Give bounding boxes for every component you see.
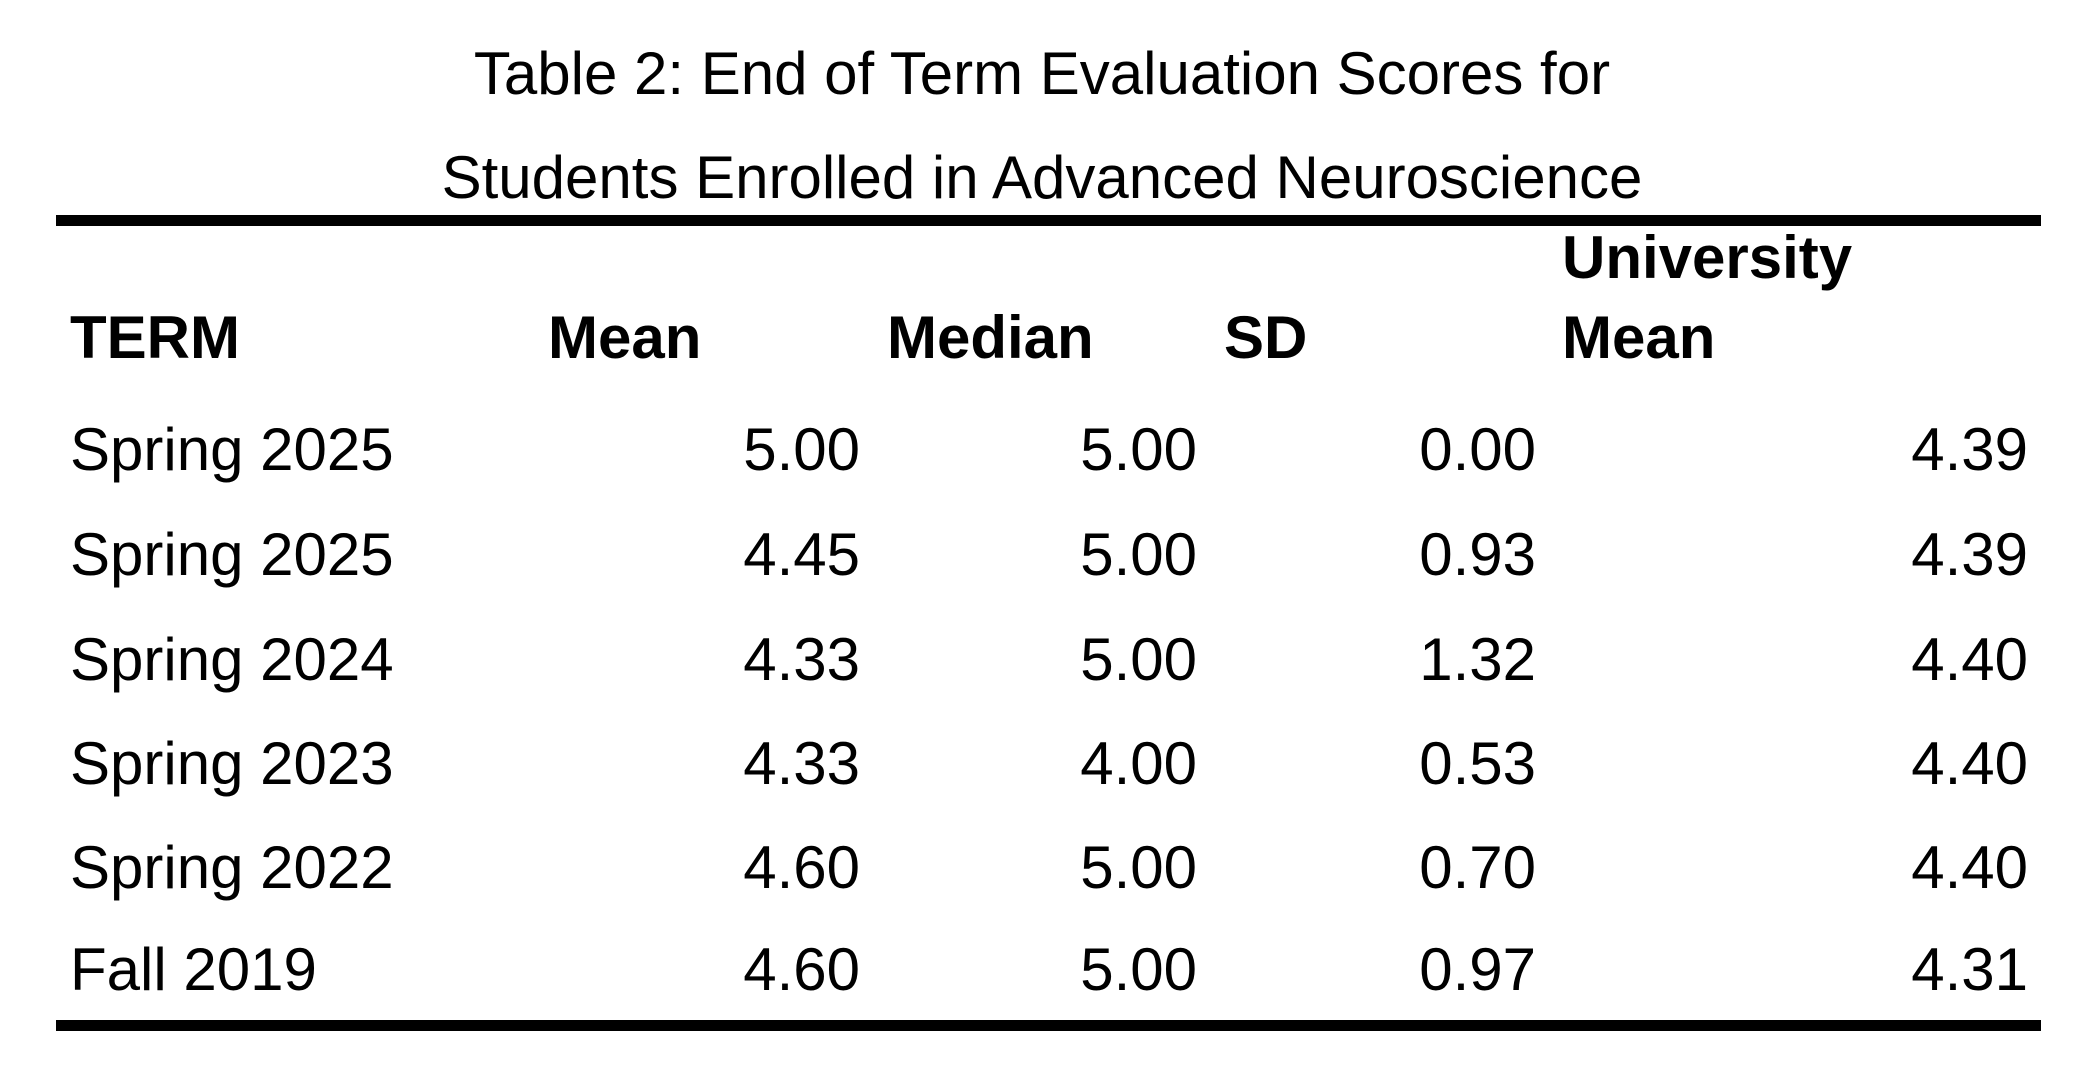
header-university-line-1: University bbox=[1562, 224, 1853, 291]
caption-line-2: Students Enrolled in Advanced Neuroscien… bbox=[441, 144, 1643, 211]
header-university-mean: University Mean bbox=[1562, 218, 1852, 378]
cell-term: Spring 2025 bbox=[70, 416, 394, 483]
cell-term: Fall 2019 bbox=[70, 936, 317, 1003]
header-sd: SD bbox=[1224, 304, 1308, 371]
table-row: Fall 2019 4.60 5.00 0.97 4.31 bbox=[0, 918, 2084, 1022]
caption-line-1: Table 2: End of Term Evaluation Scores f… bbox=[473, 40, 1611, 107]
table-row: Spring 2025 5.00 5.00 0.00 4.39 bbox=[0, 398, 2084, 502]
cell-mean: 4.33 bbox=[743, 626, 860, 693]
header-mean: Mean bbox=[548, 304, 702, 371]
cell-mean: 4.33 bbox=[743, 730, 860, 797]
cell-sd: 0.93 bbox=[1419, 521, 1536, 588]
header-term: TERM bbox=[70, 304, 240, 371]
cell-mean: 4.60 bbox=[743, 834, 860, 901]
cell-sd: 0.00 bbox=[1419, 416, 1536, 483]
cell-mean: 5.00 bbox=[743, 416, 860, 483]
top-rule bbox=[56, 215, 2041, 226]
cell-median: 5.00 bbox=[1080, 416, 1197, 483]
cell-term: Spring 2022 bbox=[70, 834, 394, 901]
table-row: Spring 2023 4.33 4.00 0.53 4.40 bbox=[0, 712, 2084, 816]
cell-university-mean: 4.40 bbox=[1911, 626, 2028, 693]
table-row: Spring 2025 4.45 5.00 0.93 4.39 bbox=[0, 503, 2084, 607]
cell-mean: 4.60 bbox=[743, 936, 860, 1003]
cell-sd: 1.32 bbox=[1419, 626, 1536, 693]
cell-mean: 4.45 bbox=[743, 521, 860, 588]
bottom-rule bbox=[56, 1020, 2041, 1031]
cell-university-mean: 4.40 bbox=[1911, 730, 2028, 797]
cell-term: Spring 2023 bbox=[70, 730, 394, 797]
cell-sd: 0.97 bbox=[1419, 936, 1536, 1003]
cell-university-mean: 4.40 bbox=[1911, 834, 2028, 901]
cell-median: 5.00 bbox=[1080, 834, 1197, 901]
cell-median: 5.00 bbox=[1080, 626, 1197, 693]
cell-sd: 0.70 bbox=[1419, 834, 1536, 901]
cell-university-mean: 4.39 bbox=[1911, 521, 2028, 588]
cell-university-mean: 4.31 bbox=[1911, 936, 2028, 1003]
header-university-line-2: Mean bbox=[1562, 304, 1716, 371]
cell-sd: 0.53 bbox=[1419, 730, 1536, 797]
cell-term: Spring 2025 bbox=[70, 521, 394, 588]
header-median: Median bbox=[887, 304, 1094, 371]
cell-term: Spring 2024 bbox=[70, 626, 394, 693]
table-row: Spring 2024 4.33 5.00 1.32 4.40 bbox=[0, 608, 2084, 712]
cell-university-mean: 4.39 bbox=[1911, 416, 2028, 483]
cell-median: 5.00 bbox=[1080, 936, 1197, 1003]
table-caption: Table 2: End of Term Evaluation Scores f… bbox=[0, 22, 2084, 230]
cell-median: 4.00 bbox=[1080, 730, 1197, 797]
cell-median: 5.00 bbox=[1080, 521, 1197, 588]
table-row: Spring 2022 4.60 5.00 0.70 4.40 bbox=[0, 816, 2084, 920]
